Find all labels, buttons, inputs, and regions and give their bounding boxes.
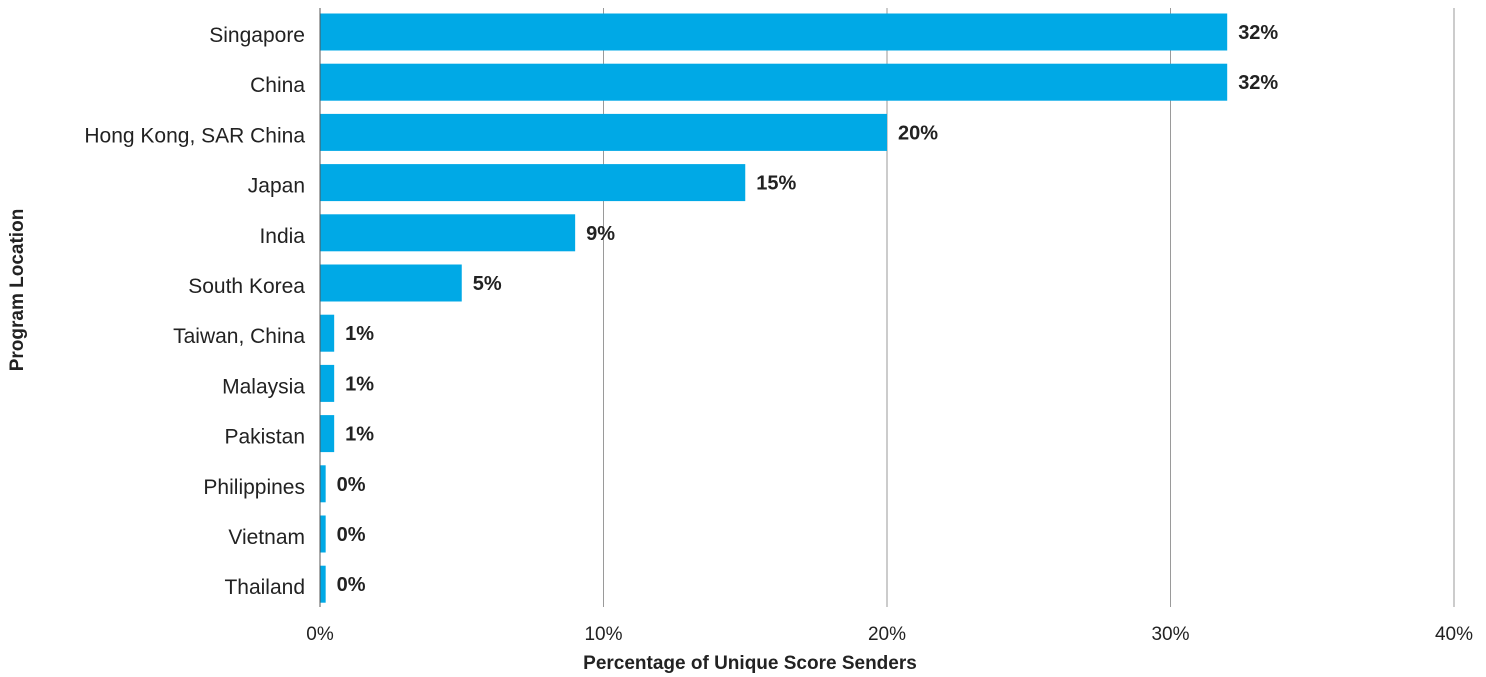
value-label-philippines: 0% <box>337 474 366 496</box>
category-label-south-korea: South Korea <box>188 275 305 298</box>
value-label-taiwan-china: 1% <box>345 323 374 345</box>
bar-south-korea <box>320 264 462 302</box>
value-label-singapore: 32% <box>1238 22 1278 44</box>
category-label-japan: Japan <box>248 175 305 198</box>
bar-india <box>320 214 576 252</box>
bars <box>320 13 1228 603</box>
bar-taiwan-china <box>320 314 335 352</box>
category-label-malaysia: Malaysia <box>222 375 305 398</box>
bar-philippines <box>320 465 326 503</box>
x-tick-label-10: 10% <box>584 624 622 645</box>
y-axis-title: Program Location <box>7 209 28 372</box>
value-label-malaysia: 1% <box>345 373 374 395</box>
category-labels: Singapore China Hong Kong, SAR China Japan I… <box>84 24 305 599</box>
category-label-philippines: Philippines <box>203 476 305 499</box>
category-label-singapore: Singapore <box>209 24 305 47</box>
value-labels: 32% 32% 20% 15% 9% 5% 1% 1% 1% 0% 0% 0% <box>337 22 1279 596</box>
value-label-india: 9% <box>586 223 615 245</box>
bar-malaysia <box>320 364 335 402</box>
bar-japan <box>320 164 746 202</box>
category-label-vietnam: Vietnam <box>228 526 305 549</box>
bar-china <box>320 63 1228 101</box>
value-label-vietnam: 0% <box>337 524 366 546</box>
x-tick-label-40: 40% <box>1435 624 1473 645</box>
bar-pakistan <box>320 415 335 453</box>
value-label-china: 32% <box>1238 72 1278 94</box>
category-label-thailand: Thailand <box>224 576 305 599</box>
bar-singapore <box>320 13 1228 51</box>
value-label-hong-kong-sar-china: 20% <box>898 122 938 144</box>
value-label-south-korea: 5% <box>473 273 502 295</box>
x-tick-label-0: 0% <box>306 624 334 645</box>
category-label-pakistan: Pakistan <box>224 426 305 449</box>
gridlines <box>603 8 1455 607</box>
category-label-hong-kong-sar-china: Hong Kong, SAR China <box>84 124 305 147</box>
category-label-china: China <box>250 74 305 97</box>
x-tick-label-20: 20% <box>868 624 906 645</box>
bar-vietnam <box>320 515 326 553</box>
value-label-japan: 15% <box>756 173 796 195</box>
x-tick-label-30: 30% <box>1151 624 1189 645</box>
x-tick-labels: 0% 10% 20% 30% 40% <box>306 624 1473 645</box>
x-axis-title: Percentage of Unique Score Senders <box>583 653 917 674</box>
value-label-pakistan: 1% <box>345 424 374 446</box>
category-label-india: India <box>259 225 305 248</box>
category-label-taiwan-china: Taiwan, China <box>173 325 305 348</box>
bar-thailand <box>320 565 326 603</box>
value-label-thailand: 0% <box>337 574 366 596</box>
bar-hong-kong-sar-china <box>320 113 887 151</box>
